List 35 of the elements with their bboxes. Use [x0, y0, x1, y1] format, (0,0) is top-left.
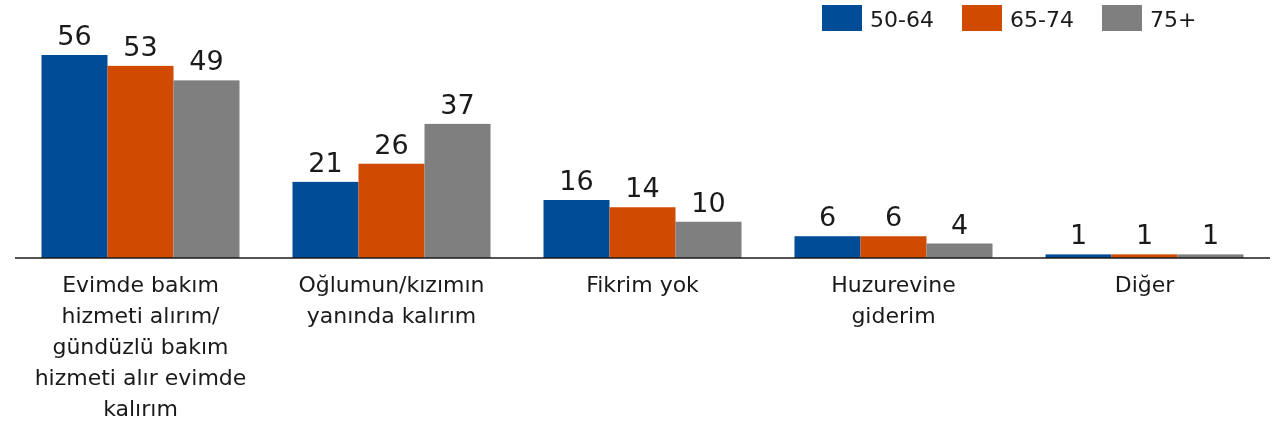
bar — [424, 123, 491, 258]
data-label: 1 — [1135, 219, 1154, 251]
legend-label: 65-74 — [1010, 7, 1074, 32]
bar — [173, 80, 240, 258]
data-label: 49 — [189, 45, 224, 77]
data-label: 10 — [691, 186, 726, 218]
bar — [675, 221, 742, 258]
bar — [794, 236, 861, 258]
data-label: 21 — [308, 146, 343, 178]
bar — [860, 236, 927, 258]
data-label: 4 — [950, 208, 969, 240]
bar — [358, 163, 425, 258]
x-tick-label: Diğer — [1114, 272, 1176, 297]
data-label: 14 — [625, 172, 660, 204]
bar — [107, 65, 174, 258]
data-label: 37 — [440, 88, 475, 120]
x-tick-label: Fikrim yok — [586, 272, 700, 297]
data-label: 53 — [123, 30, 158, 62]
bar — [292, 181, 359, 258]
legend-label: 75+ — [1150, 7, 1197, 32]
data-label: 6 — [884, 201, 903, 233]
data-label: 6 — [818, 201, 837, 233]
bar — [41, 55, 108, 258]
bar — [543, 200, 610, 258]
bar — [609, 207, 676, 258]
x-tick-label: Evimde bakım hizmeti alırım/ gündüzlü bakım hizmeti alır evimde kalırım — [34, 272, 247, 421]
data-label: 16 — [559, 165, 594, 196]
bar — [926, 243, 993, 258]
data-label: 26 — [374, 128, 409, 160]
data-label: 56 — [57, 20, 92, 51]
legend-label: 50-64 — [870, 7, 934, 32]
data-label: 1 — [1201, 219, 1220, 251]
data-label: 1 — [1069, 219, 1088, 251]
x-tick-label: Huzurevine giderim — [831, 272, 956, 328]
x-tick-label: Oğlumun/kızımın yanında kalırım — [298, 272, 485, 328]
